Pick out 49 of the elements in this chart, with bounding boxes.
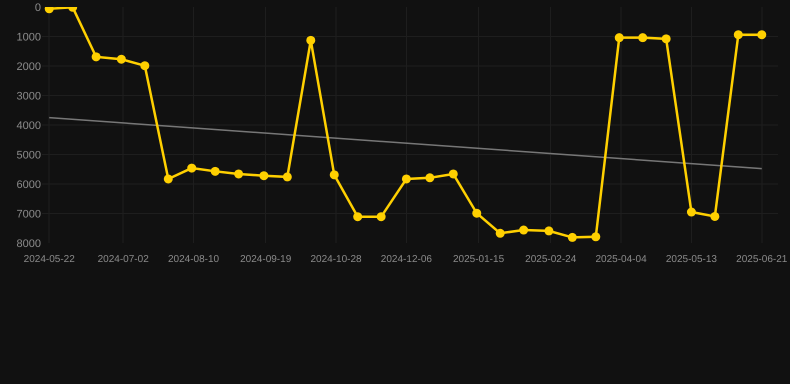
point — [710, 212, 720, 221]
point — [568, 232, 577, 242]
x-tick-label: 2025-02-24 — [525, 254, 577, 265]
x-tick-label: 2024-12-06 — [380, 254, 432, 265]
point — [210, 166, 220, 176]
point — [614, 33, 624, 42]
y-tick-label: 8000 — [16, 238, 41, 250]
point — [757, 30, 766, 40]
y-tick-label: 0 — [34, 2, 41, 14]
point — [686, 208, 696, 217]
x-tick-label: 2024-08-10 — [168, 254, 220, 265]
point — [402, 174, 411, 184]
point — [376, 212, 386, 222]
y-tick-label: 5000 — [16, 149, 41, 162]
point — [92, 52, 101, 62]
y-tick-label: 3000 — [16, 90, 41, 102]
y-tick-label: 4000 — [16, 120, 41, 132]
point — [140, 61, 150, 70]
point — [734, 30, 743, 40]
x-tick-label: 2025-04-04 — [595, 254, 648, 265]
x-tick-label: 2025-05-13 — [666, 254, 718, 265]
y-tick-label: 2000 — [16, 60, 41, 73]
y-tick-label: 6000 — [16, 178, 41, 191]
point — [259, 171, 268, 180]
x-tick-label: 2024-10-28 — [310, 254, 362, 265]
point — [330, 170, 339, 180]
point — [425, 173, 434, 182]
point — [496, 228, 505, 238]
point — [544, 226, 554, 236]
y-tick-label: 7000 — [16, 208, 41, 220]
point — [353, 212, 362, 222]
point — [591, 232, 600, 242]
point — [472, 208, 482, 218]
point — [164, 174, 173, 184]
x-tick-label: 2024-09-19 — [240, 254, 292, 265]
point — [306, 36, 316, 45]
x-tick-label: 2024-07-02 — [98, 254, 150, 265]
y-tick-label: 1000 — [16, 31, 41, 44]
point — [234, 169, 244, 178]
point — [116, 54, 126, 64]
point — [187, 164, 196, 173]
x-tick-label: 2025-01-15 — [452, 254, 505, 265]
point — [519, 226, 528, 235]
x-tick-label: 2025-06-21 — [736, 254, 788, 265]
point — [448, 169, 458, 178]
point — [282, 172, 292, 182]
point — [662, 34, 671, 44]
point — [638, 33, 648, 42]
x-tick-label: 2024-05-22 — [24, 254, 76, 265]
